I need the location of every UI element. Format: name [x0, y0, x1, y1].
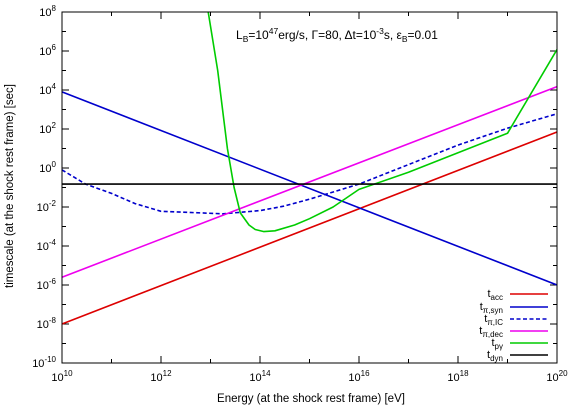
x-tick-label: 1014 — [249, 369, 271, 384]
legend-label: tacc — [487, 288, 503, 302]
x-tick-label: 1016 — [348, 369, 370, 384]
x-tick-label: 1012 — [150, 369, 172, 384]
y-axis-label-group: timescale (at the shock rest frame) [sec… — [4, 84, 16, 288]
y-tick-label: 102 — [39, 121, 56, 136]
y-tick-label: 106 — [39, 43, 56, 58]
y-tick-label: 10-6 — [37, 277, 57, 292]
series-line-syn — [62, 91, 557, 286]
x-axis-label: Energy (at the shock rest frame) [eV] — [217, 393, 405, 405]
y-axis-label: timescale (at the shock rest frame) [sec… — [4, 84, 16, 288]
chart-title: LB=1047erg/s, Γ=80, Δt=10-3s, εB=0.01 — [236, 26, 438, 44]
series-lines — [62, 12, 557, 325]
series-line-p — [207, 12, 557, 233]
legend-label: tpγ — [491, 337, 503, 351]
series-line-dec — [62, 85, 557, 278]
y-tick-label: 100 — [39, 160, 56, 175]
y-tick-label: 10-4 — [37, 238, 57, 253]
y-tick-label: 108 — [39, 4, 56, 19]
x-ticks: 1010 1012 1014 1016 1018 1020 — [51, 12, 568, 384]
plot-frame — [61, 11, 558, 364]
series-line-IC — [62, 113, 557, 215]
y-tick-label: 10-10 — [32, 355, 56, 370]
y-tick-label: 10-2 — [37, 199, 57, 214]
x-tick-label: 1020 — [546, 369, 568, 384]
legend-label: tπ,syn — [480, 301, 503, 315]
series-line-acc — [62, 131, 557, 325]
y-tick-label: 10-8 — [37, 316, 57, 331]
legend-label: tdyn — [487, 349, 503, 363]
legend-label: tπ,IC — [484, 313, 503, 327]
x-tick-label: 1018 — [447, 369, 469, 384]
y-tick-label: 104 — [39, 82, 56, 97]
legend-label: tπ,dec — [479, 325, 503, 339]
x-tick-label: 1010 — [51, 369, 73, 384]
